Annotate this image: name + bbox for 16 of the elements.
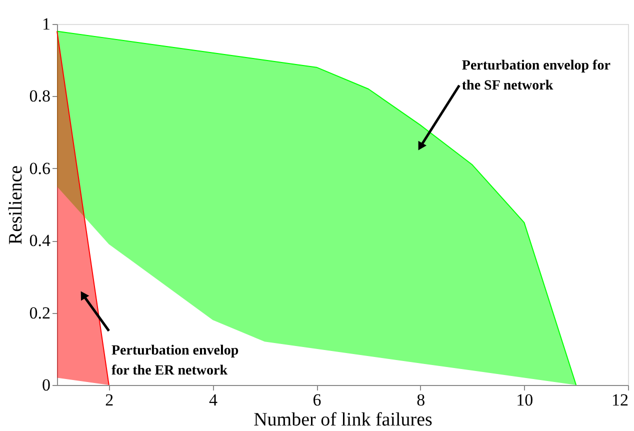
y-tick-label: 0.6 (29, 158, 50, 178)
y-tick-label: 0.8 (29, 86, 50, 106)
x-tick-label: 2 (105, 390, 114, 410)
y-tick-label: 0 (42, 376, 50, 394)
x-tick-label: 6 (312, 390, 322, 410)
x-tick-label: 12 (612, 390, 628, 410)
annotation: Perturbation envelop for the SF network (462, 58, 610, 94)
y-tick-label: 1 (42, 14, 50, 34)
y-axis-title: Resilience (5, 165, 26, 245)
y-tick-label: 0.2 (29, 303, 50, 322)
annotation: Perturbation envelop for the ER network (112, 344, 239, 379)
x-tick-label: 4 (208, 390, 218, 410)
x-tick-label: 10 (516, 390, 534, 410)
x-tick-label: 8 (416, 390, 426, 410)
y-tick-label: 0.4 (29, 231, 51, 250)
x-axis-title: Number of link failures (254, 410, 432, 430)
